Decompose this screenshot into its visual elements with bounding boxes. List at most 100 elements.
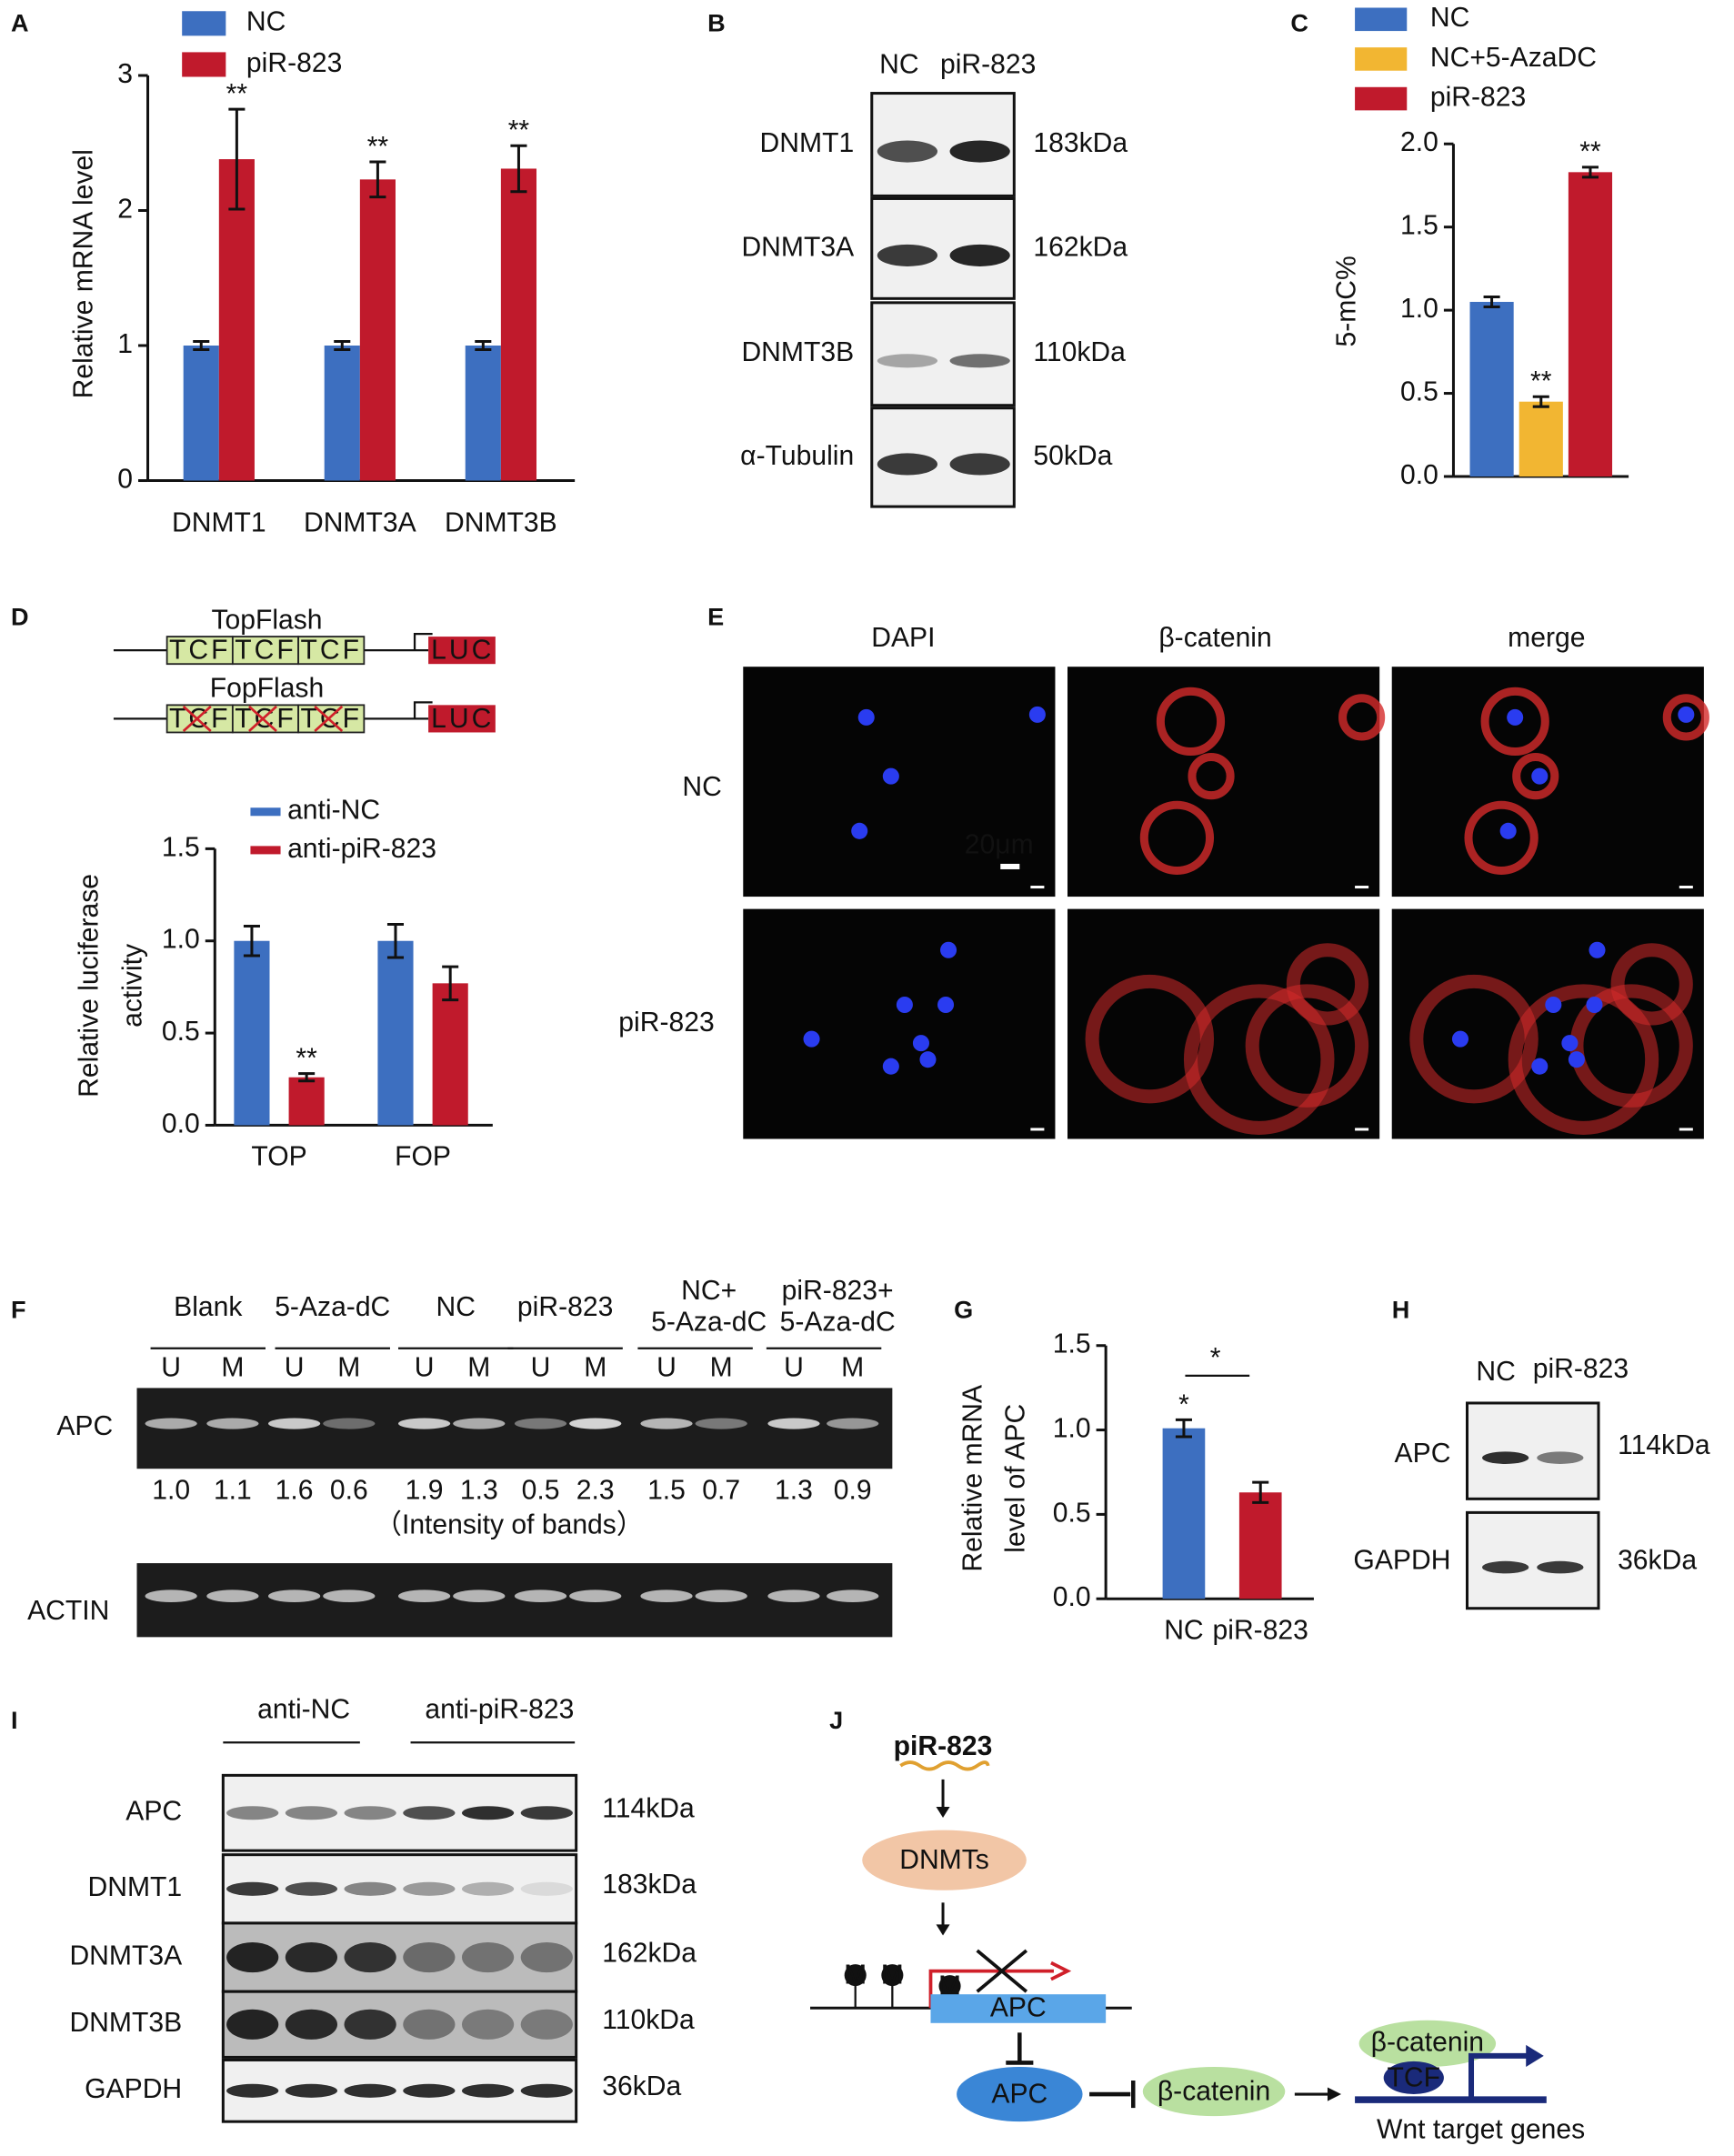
band [949, 453, 1010, 476]
band [640, 1418, 693, 1429]
row-label: NC [682, 772, 721, 802]
band [453, 1589, 506, 1602]
nucleus [937, 996, 955, 1014]
tcf-label: TCF [169, 636, 231, 666]
y-tick-label: 0.0 [1053, 1582, 1091, 1612]
tcf-site [231, 636, 300, 666]
construct-name: FopFlash [210, 674, 324, 704]
lane-label: NC [879, 49, 918, 79]
intensity: 1.1 [214, 1476, 252, 1506]
row-label: DNMT1 [760, 128, 855, 158]
bar [1519, 401, 1563, 476]
enzyme-shape [862, 1830, 1027, 1890]
group-label: 5-Aza-dC [651, 1308, 767, 1338]
luc-label: LUC [431, 704, 494, 734]
scale-bar [1000, 863, 1020, 869]
band [877, 354, 938, 368]
group-label: 5-Aza-dC [780, 1308, 896, 1338]
row-label: APC [1395, 1439, 1451, 1469]
panel-label: F [11, 1295, 26, 1323]
band [285, 1941, 338, 1973]
scale-bar [1355, 1128, 1369, 1131]
group-label: NC [436, 1292, 475, 1322]
y-tick-label: 1.0 [1400, 294, 1438, 324]
y-axis-label: Relative luciferase [74, 874, 104, 1098]
band [461, 1941, 515, 1973]
band [403, 2083, 456, 2098]
arrow-head [936, 1924, 950, 1936]
arrow-head [936, 1806, 950, 1819]
tcf-label: TCF [300, 704, 362, 734]
bar [432, 983, 468, 1126]
methyl-mark [938, 1975, 961, 1998]
y-tick-label: 2 [117, 194, 133, 224]
intensity: 1.0 [152, 1476, 190, 1506]
nucleus [882, 767, 899, 785]
band [285, 1881, 338, 1896]
band [403, 1806, 456, 1820]
size-label: 110kDa [1033, 337, 1126, 367]
cell-stain [1139, 800, 1215, 875]
error-bar [510, 144, 527, 194]
band [949, 244, 1010, 266]
nucleus [1028, 706, 1046, 723]
tcf-site [165, 636, 234, 666]
band [1537, 1451, 1584, 1464]
band [461, 1806, 515, 1820]
nucleus [919, 1051, 937, 1068]
group-label: NC+ [681, 1276, 737, 1306]
group-label: piR-823+ [782, 1276, 894, 1306]
lane-label: M [841, 1352, 864, 1382]
y-axis-label: activity [117, 944, 147, 1028]
y-tick-label: 1.0 [1053, 1414, 1091, 1444]
construct-name: TopFlash [211, 605, 322, 635]
mutation-x [314, 705, 344, 732]
band [520, 2083, 573, 2098]
band [403, 1941, 456, 1973]
panel-label: A [11, 8, 29, 36]
nucleus [857, 708, 875, 726]
y-tick-label: 3 [117, 59, 133, 89]
bar [288, 1077, 325, 1126]
y-tick-label: 0 [117, 464, 133, 494]
lane-label: piR-823 [1533, 1354, 1629, 1384]
y-axis-label: Relative mRNA [958, 1384, 988, 1572]
x-tick-label: NC [1164, 1615, 1203, 1645]
band [1482, 1451, 1529, 1464]
legend-swatch [250, 846, 281, 855]
protein-label: APC [991, 2080, 1047, 2110]
significance: ** [508, 115, 530, 145]
cell-stain [1156, 687, 1226, 757]
x-tick-label: DNMT3B [445, 508, 557, 538]
error-bar [1252, 1480, 1269, 1504]
legend-label: anti-NC [287, 796, 380, 826]
row-label: DNMT3A [69, 1940, 183, 1970]
panel-label: B [707, 8, 726, 36]
panel-label: J [829, 1706, 843, 1734]
gene-box [930, 1994, 1107, 2023]
x-tick-label: FOP [395, 1142, 451, 1172]
band [323, 1589, 376, 1602]
lane-label: U [531, 1352, 551, 1382]
nucleus [1499, 822, 1517, 839]
bar [500, 168, 537, 481]
band [285, 2083, 338, 2098]
group-label: anti-piR-823 [425, 1695, 574, 1725]
legend-swatch [1355, 7, 1408, 32]
panel-label: I [11, 1706, 18, 1734]
gel [136, 1388, 893, 1469]
targets-label: Wnt target genes [1377, 2115, 1585, 2145]
size-label: 183kDa [1033, 128, 1128, 158]
enzyme-label: DNMTs [899, 1845, 989, 1875]
band [520, 2009, 573, 2040]
error-bar [1175, 1418, 1192, 1439]
error-bar [243, 925, 260, 958]
bar [377, 940, 414, 1126]
promoter-arrow [413, 632, 433, 651]
group-label: 5-Aza-dC [275, 1292, 390, 1322]
bar [1238, 1492, 1282, 1599]
y-tick-label: 2.0 [1400, 127, 1438, 157]
cell-stain [1610, 943, 1693, 1026]
bar [218, 159, 255, 481]
y-tick-label: 1 [117, 329, 133, 359]
